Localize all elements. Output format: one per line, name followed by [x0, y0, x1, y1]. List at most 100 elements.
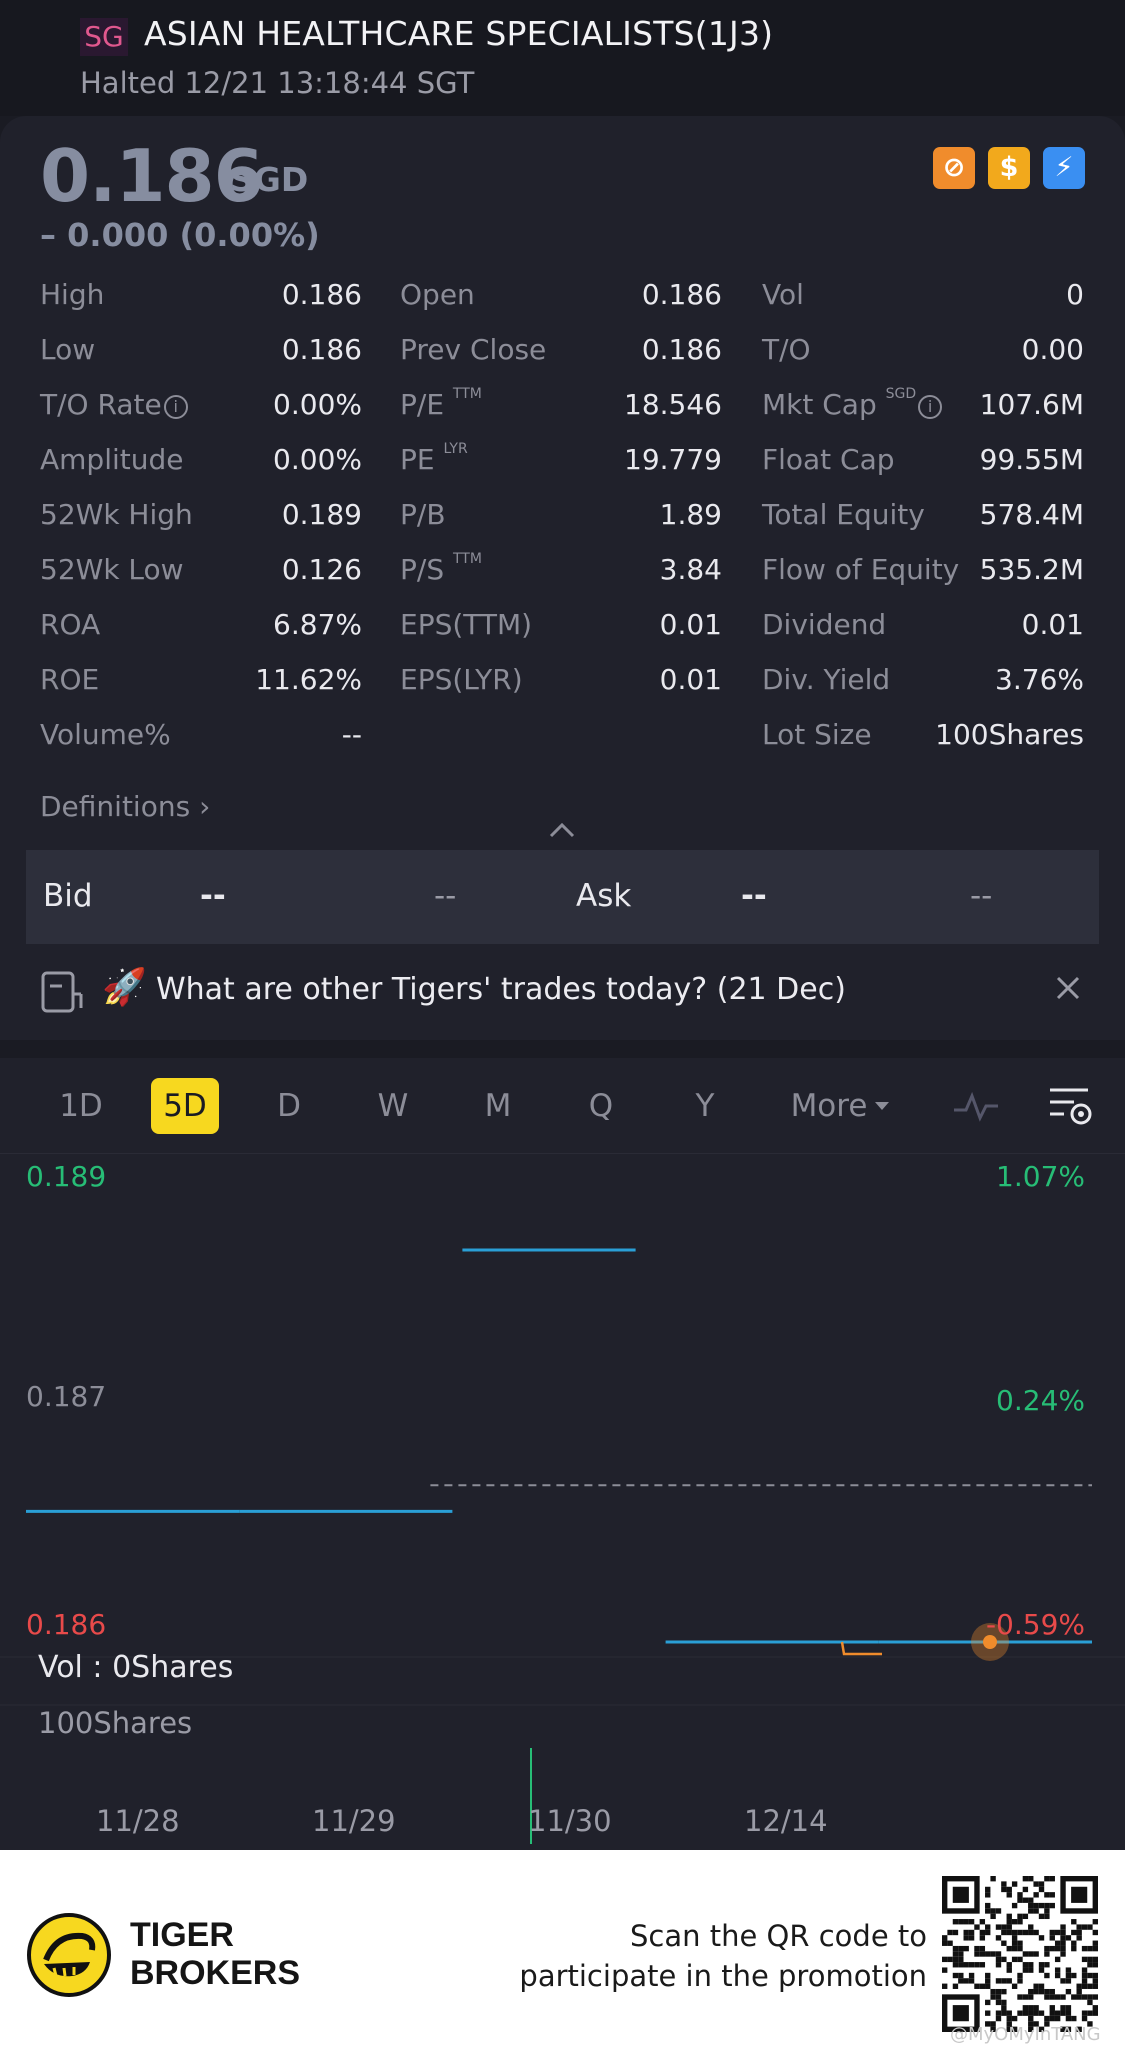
qr-module — [1044, 2021, 1050, 2027]
qr-module — [1028, 2021, 1034, 2027]
bid-price: -- — [200, 878, 226, 914]
qr-code[interactable] — [942, 1876, 1098, 2032]
close-icon[interactable] — [1054, 974, 1082, 1002]
qr-module — [1033, 1892, 1039, 1898]
stat-value: 578.4M — [979, 498, 1084, 531]
trading-status: Halted 12/21 13:18:44 SGT — [80, 66, 475, 100]
qr-module — [1049, 2010, 1055, 2016]
qr-module — [942, 1983, 948, 1989]
qr-module — [942, 1967, 948, 1973]
qr-module — [1060, 1935, 1066, 1941]
stats-grid: High 0.186 Open 0.186 Vol 0 Low 0.186 Prev Close… — [40, 272, 1085, 767]
qr-module — [1049, 1892, 1055, 1898]
tab-w[interactable]: W — [377, 1088, 409, 1124]
definitions-link[interactable]: Definitions › — [40, 790, 210, 823]
qr-module — [995, 1908, 1002, 1914]
qr-module — [1006, 1929, 1012, 1936]
qr-module — [1081, 1945, 1088, 1952]
qr-module — [1028, 1924, 1034, 1930]
qr-module — [1049, 2015, 1055, 2022]
qr-module — [1081, 2010, 1088, 2016]
flash-icon[interactable]: ⚡ — [1043, 147, 1085, 189]
qr-module — [1044, 1892, 1050, 1898]
stat-label: Div. Yield — [762, 663, 890, 696]
qr-module — [1038, 1881, 1045, 1887]
tab-more[interactable]: More — [780, 1078, 900, 1134]
qr-module — [1049, 1929, 1055, 1936]
qr-module — [1006, 1962, 1012, 1968]
ask-size: -- — [970, 878, 993, 914]
stat-label-text: PE — [400, 443, 435, 476]
qr-module — [1017, 1892, 1023, 1898]
qr-module — [1065, 1967, 1072, 1973]
chart-settings-icon[interactable] — [1048, 1084, 1094, 1128]
ask-label: Ask — [576, 878, 632, 914]
stat-label: ROE — [40, 663, 99, 696]
tab-1d[interactable]: 1D — [59, 1088, 103, 1124]
qr-module — [968, 1919, 975, 1925]
qr-module — [1054, 1929, 1061, 1936]
qr-module — [968, 1929, 975, 1936]
tab-m[interactable]: M — [484, 1088, 512, 1124]
stat-cell-col-c: Mkt Cap SGDi 107.6M — [762, 382, 1084, 437]
collapse-caret-icon[interactable] — [548, 820, 576, 840]
qr-module — [1017, 1994, 1023, 2000]
qr-module — [1071, 1919, 1077, 1925]
qr-module — [1033, 1902, 1039, 1909]
info-icon[interactable]: i — [163, 395, 188, 419]
qr-module — [1044, 1908, 1050, 1914]
stat-label-text: 52Wk Low — [40, 553, 184, 586]
qr-module — [952, 1956, 959, 1963]
stat-label: PE LYR — [400, 441, 468, 476]
stat-value: 11.62% — [255, 663, 362, 696]
stat-value: -- — [341, 718, 362, 751]
tab-y[interactable]: Y — [695, 1088, 715, 1124]
bid-ask-bar: Bid -- -- Ask -- -- — [26, 850, 1099, 944]
qr-module — [1028, 2015, 1034, 2022]
qr-module — [1006, 1892, 1012, 1898]
qr-module — [1028, 1876, 1034, 1882]
qr-module — [1033, 1951, 1039, 1957]
last-price: 0.186 — [40, 134, 264, 218]
qr-module — [1017, 1978, 1023, 1984]
qr-module — [1022, 1913, 1029, 1920]
qr-module — [1087, 1994, 1093, 2000]
qr-module — [1065, 2010, 1072, 2016]
qr-module — [1092, 1972, 1098, 1979]
price-chart[interactable] — [0, 1154, 1125, 1850]
qr-module — [1022, 1994, 1029, 2000]
stat-label-text: Amplitude — [40, 443, 184, 476]
indicator-wave-icon[interactable] — [952, 1088, 1000, 1124]
stat-cell-col-b: Open 0.186 — [400, 272, 722, 327]
stat-value: 19.779 — [624, 443, 722, 476]
tab-d[interactable]: D — [277, 1088, 301, 1124]
qr-module — [1006, 2015, 1012, 2022]
qr-module — [1028, 2010, 1034, 2016]
price-change: – 0.000 (0.00%) — [40, 216, 320, 254]
qr-module — [979, 1935, 986, 1941]
watermark: @MyOMyInTANG — [950, 2024, 1101, 2045]
no-short-icon[interactable]: ⊘ — [933, 147, 975, 189]
stat-label-text: High — [40, 278, 105, 311]
stat-value: 0.186 — [641, 333, 722, 366]
stat-value: 3.84 — [659, 553, 722, 586]
chart-panel: 1D 5D D W M Q Y More — [0, 1058, 1125, 1850]
qr-module — [1044, 1951, 1050, 1957]
promo-banner[interactable]: 🚀 What are other Tigers' trades today? (… — [0, 944, 1125, 1040]
qr-module — [1038, 1886, 1045, 1893]
qr-module — [1065, 1935, 1072, 1941]
qr-module — [1001, 1881, 1007, 1887]
dollar-icon[interactable]: $ — [988, 147, 1030, 189]
document-icon — [41, 971, 83, 1013]
stat-label: High — [40, 278, 104, 311]
qr-module — [1060, 1924, 1066, 1930]
stat-label: Low — [40, 333, 95, 366]
avg-price-line — [840, 1641, 882, 1656]
qr-module — [979, 1919, 986, 1925]
chevron-right-icon: › — [199, 790, 211, 823]
qr-module — [1054, 1956, 1061, 1963]
info-icon[interactable]: i — [918, 395, 943, 419]
tab-5d[interactable]: 5D — [151, 1078, 219, 1134]
tab-q[interactable]: Q — [588, 1088, 614, 1124]
qr-module — [1028, 2005, 1034, 2011]
